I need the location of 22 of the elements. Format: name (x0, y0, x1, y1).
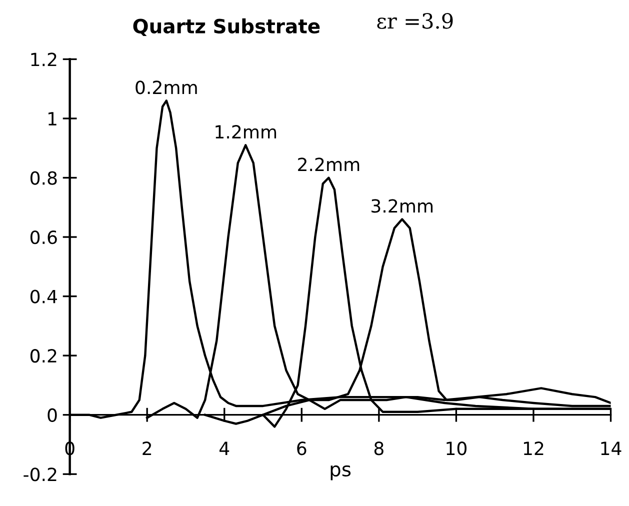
y-tick-label: 0.4 (30, 290, 57, 304)
y-tick-label: 1 (48, 112, 56, 126)
series-label: 3.2mm (372, 199, 433, 213)
y-tick-label: 0.6 (30, 230, 57, 244)
y-tick-label: -0.2 (24, 468, 56, 482)
x-tick-label: 14 (601, 442, 622, 455)
y-tick-label: 1.2 (31, 52, 56, 66)
x-axis-title: ps (330, 465, 351, 480)
y-tick-label: 0.8 (30, 171, 57, 185)
x-tick-label: 10 (446, 442, 466, 456)
series-label: 1.2mm (216, 125, 276, 138)
x-tick-label: 6 (297, 442, 306, 456)
chart-title: Quartz Substrate (133, 18, 320, 36)
chart-subtitle: εr =3.9 (377, 13, 453, 29)
x-tick-label: 4 (220, 442, 230, 455)
y-tick-label: 0.2 (30, 349, 56, 363)
y-tick-label: 0 (48, 408, 57, 422)
x-tick-label: 12 (524, 442, 544, 455)
x-tick-label: 8 (374, 442, 384, 456)
x-tick-label: 2 (142, 442, 152, 455)
series-label: 0.2mm (136, 80, 197, 94)
series-label: 2.2mm (298, 158, 360, 172)
